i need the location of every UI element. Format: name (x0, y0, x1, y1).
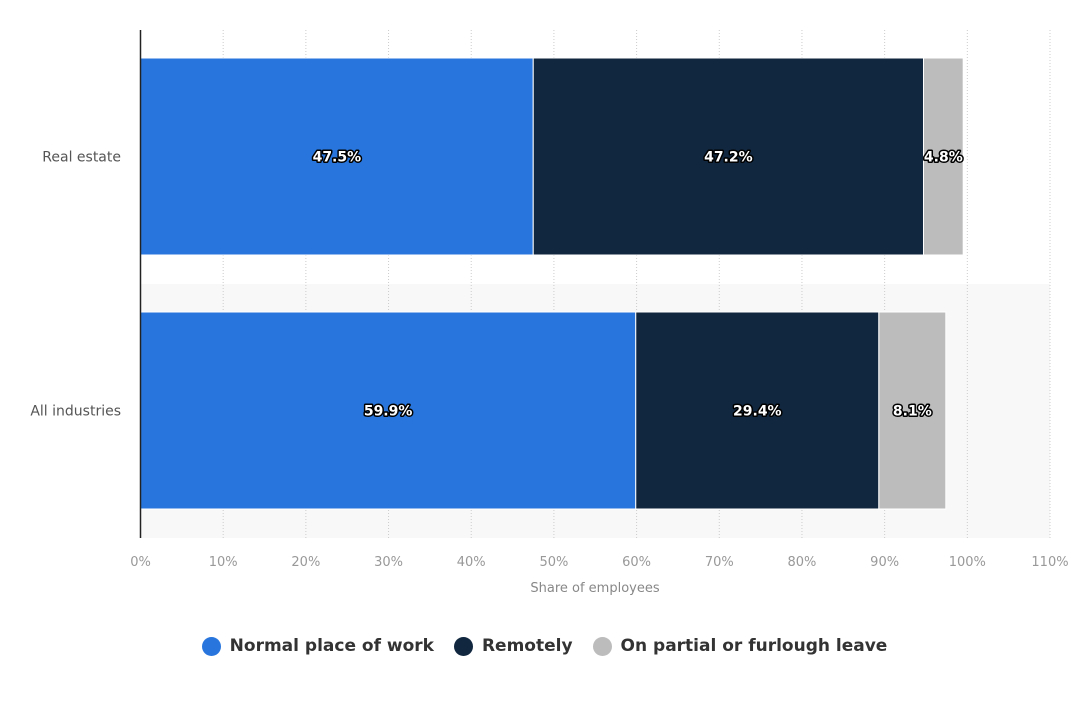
bar-segment (922, 57, 964, 256)
x-tick-label: 90% (870, 555, 899, 570)
data-label: 59.9% (364, 404, 413, 420)
x-tick-label: 100% (949, 555, 986, 570)
legend-item[interactable]: Remotely (453, 636, 573, 656)
stacked-bar-chart: 47.5% 47.2% 4.8% 59.9% 29.4% 8.1% Real estate… (30, 30, 1069, 596)
x-tick-label: 30% (374, 555, 403, 570)
legend-label: Normal place of work (229, 636, 434, 656)
bar-segment (532, 57, 924, 256)
bar-segment (140, 311, 637, 510)
x-tick-label: 110% (1031, 555, 1068, 570)
bar-segment (635, 311, 880, 510)
data-label: 47.2% (704, 150, 753, 166)
category-label: All industries (30, 404, 121, 420)
x-tick-label: 50% (539, 555, 568, 570)
data-label: 29.4% (733, 404, 782, 420)
data-label: 47.5% (313, 150, 362, 166)
data-label: 4.8% (924, 150, 963, 166)
legend-label: On partial or furlough leave (620, 636, 888, 656)
legend-dot-icon (453, 636, 473, 656)
bar-segment (878, 311, 947, 510)
legend-dot-icon (592, 636, 612, 656)
x-axis-title: Share of employees (530, 581, 659, 596)
legend-item[interactable]: Normal place of work (201, 636, 434, 656)
x-tick-label: 40% (457, 555, 486, 570)
x-tick-label: 20% (291, 555, 320, 570)
legend-item[interactable]: On partial or furlough leave (592, 636, 888, 656)
category-label: Real estate (42, 150, 121, 166)
legend-label: Remotely (481, 636, 573, 656)
legend: Normal place of work Remotely On partial o… (0, 636, 1089, 656)
x-tick-label: 60% (622, 555, 651, 570)
x-tick-label: 10% (209, 555, 238, 570)
x-tick-label: 70% (705, 555, 734, 570)
x-tick-label: 80% (788, 555, 817, 570)
legend-dot-icon (201, 636, 221, 656)
x-tick-label: 0% (130, 555, 151, 570)
data-label: 8.1% (893, 404, 932, 420)
